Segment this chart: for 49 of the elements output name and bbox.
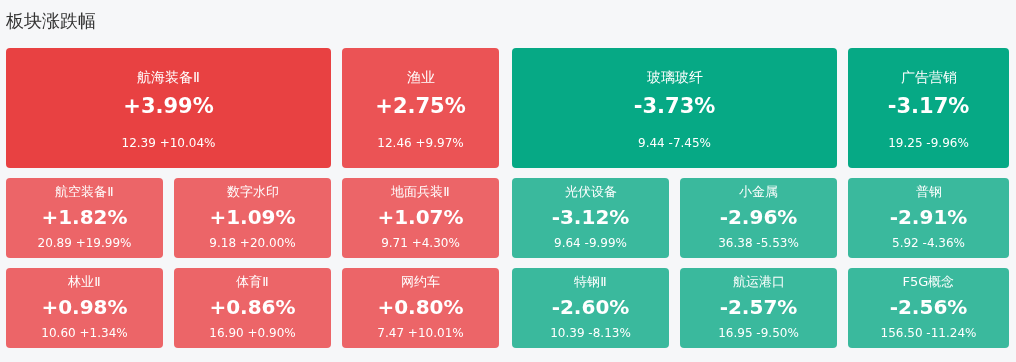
text: 20.89 +19.99% bbox=[37, 236, 132, 251]
data-label: +0.98% bbox=[41, 295, 128, 320]
category-label: 数字水印 bbox=[226, 184, 279, 200]
text: 9.18 +20.00% bbox=[209, 236, 296, 251]
text: 10.60 +1.34% bbox=[41, 326, 128, 341]
category-label: 渔业 bbox=[406, 68, 435, 85]
category-label: 航空装备Ⅱ bbox=[55, 184, 114, 200]
data-label: +1.07% bbox=[377, 205, 464, 230]
category-label: 林业Ⅱ bbox=[67, 274, 101, 290]
text: 板块涨跌幅 bbox=[6, 9, 96, 33]
text: 19.25 -9.96% bbox=[888, 136, 969, 151]
data-label: +0.86% bbox=[209, 295, 296, 320]
data-label: -2.56% bbox=[889, 295, 968, 320]
category-label: 航运港口 bbox=[732, 274, 785, 290]
data-label: -2.60% bbox=[551, 295, 630, 320]
data-label: -3.73% bbox=[633, 94, 716, 119]
text: 12.39 +10.04% bbox=[121, 136, 216, 151]
category-label: 特钢Ⅱ bbox=[574, 274, 607, 290]
data-label: +1.09% bbox=[209, 205, 296, 230]
text: 7.47 +10.01% bbox=[377, 326, 464, 341]
category-label: 网约车 bbox=[401, 274, 440, 290]
text: 9.44 -7.45% bbox=[638, 136, 711, 151]
data-label: -2.96% bbox=[719, 205, 798, 230]
category-label: 玻璃玻纤 bbox=[646, 68, 703, 85]
text: 16.95 -9.50% bbox=[718, 326, 799, 341]
text: 36.38 -5.53% bbox=[718, 236, 799, 251]
category-label: 小金属 bbox=[739, 184, 778, 200]
text: 5.92 -4.36% bbox=[892, 236, 965, 251]
category-label: 光伏设备 bbox=[564, 184, 617, 200]
data-label: -2.91% bbox=[889, 205, 968, 230]
data-label: +0.80% bbox=[377, 295, 464, 320]
category-label: 航海装备Ⅱ bbox=[137, 68, 200, 85]
category-label: F5G概念 bbox=[902, 274, 955, 290]
text: 16.90 +0.90% bbox=[209, 326, 296, 341]
data-label: +3.99% bbox=[123, 94, 214, 119]
text: 156.50 -11.24% bbox=[880, 326, 977, 341]
data-label: +2.75% bbox=[375, 94, 466, 119]
category-label: 地面兵装Ⅱ bbox=[390, 184, 450, 200]
text: 9.71 +4.30% bbox=[381, 236, 460, 251]
category-label: 普钢 bbox=[915, 184, 942, 200]
text: 12.46 +9.97% bbox=[377, 136, 464, 151]
data-label: -3.17% bbox=[887, 94, 970, 119]
data-label: -2.57% bbox=[719, 295, 798, 320]
data-label: +1.82% bbox=[41, 205, 128, 230]
category-label: 广告营销 bbox=[900, 68, 957, 85]
text: 9.64 -9.99% bbox=[554, 236, 627, 251]
data-label: -3.12% bbox=[551, 205, 630, 230]
category-label: 体育Ⅱ bbox=[236, 274, 269, 290]
text: 10.39 -8.13% bbox=[550, 326, 631, 341]
